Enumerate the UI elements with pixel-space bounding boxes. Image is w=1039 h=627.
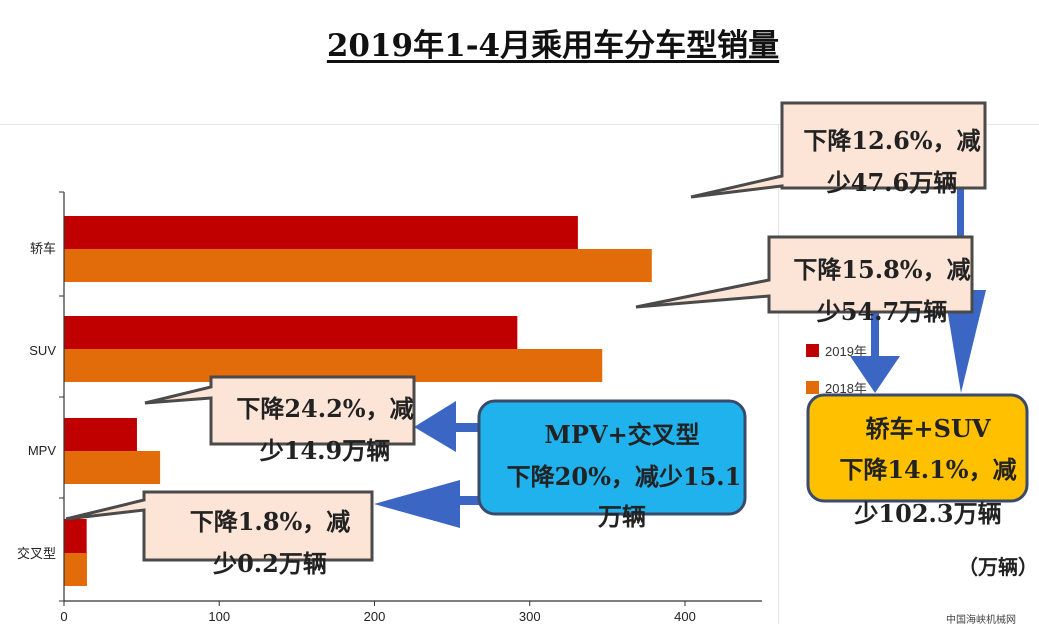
- legend-swatch: [806, 381, 819, 394]
- callout-text: 下降15.8%，减: [793, 255, 970, 284]
- sedan-suv-summary-box: [806, 393, 1029, 503]
- callout-mpv: [144, 375, 416, 446]
- bar: [64, 418, 137, 452]
- y-tick-label: 交叉型: [17, 546, 56, 561]
- legend-swatch: [806, 344, 819, 357]
- y-tick-label: SUV: [29, 343, 56, 358]
- arrow-shaft: [957, 186, 964, 256]
- callout-sedan: [690, 101, 987, 199]
- bar: [64, 216, 578, 250]
- chart-title: 2019年1-4月乘用车分车型销量: [326, 28, 780, 64]
- summary-text: 少102.3万辆: [853, 499, 1001, 528]
- arrow-head: [414, 401, 456, 452]
- callout-text: 少47.6万辆: [826, 168, 957, 197]
- callout-text: 下降1.8%，减: [190, 507, 351, 536]
- summary-text: MPV+交叉型: [544, 420, 699, 449]
- summary-text: 下降20%，减少15.1: [507, 462, 742, 491]
- arrow-shaft: [455, 496, 485, 505]
- bar: [64, 553, 87, 586]
- bar: [64, 249, 652, 282]
- y-tick-label: 轿车: [30, 241, 56, 256]
- summary-text: 轿车+SUV: [866, 414, 991, 443]
- x-tick-label: 400: [674, 609, 696, 624]
- legend-label: 2018年: [825, 381, 867, 396]
- summary-text: 万辆: [598, 502, 646, 531]
- x-tick-label: 300: [519, 609, 541, 624]
- watermark: 中国海峡机械网: [946, 615, 1016, 626]
- summary-text: 下降14.1%，减: [839, 455, 1016, 484]
- arrow-shaft: [450, 423, 484, 432]
- y-tick-label: MPV: [28, 443, 57, 458]
- callout-cross: [65, 490, 374, 562]
- plot-right-border: [778, 124, 779, 624]
- x-tick-label: 100: [208, 609, 230, 624]
- unit-label: （万辆）: [958, 555, 1038, 579]
- legend-label: 2019年: [825, 344, 867, 359]
- arrow-head: [850, 356, 900, 393]
- bar: [64, 451, 161, 484]
- callout-text: 下降24.2%，减: [236, 394, 413, 423]
- callout-text: 少54.7万辆: [816, 297, 947, 326]
- plot-top-border: [0, 124, 1039, 125]
- arrow-head: [374, 480, 460, 528]
- x-tick-label: 200: [364, 609, 386, 624]
- bar: [64, 519, 87, 553]
- arrow-head: [944, 290, 986, 393]
- callout-text: 少14.9万辆: [259, 436, 390, 465]
- callout-suv: [635, 235, 974, 314]
- arrow-shaft: [871, 298, 879, 356]
- bar: [64, 316, 518, 350]
- callout-text: 少0.2万辆: [212, 549, 327, 578]
- callout-text: 下降12.6%，减: [803, 126, 980, 155]
- x-tick-label: 0: [60, 609, 67, 624]
- mpv-cross-summary-box: [477, 399, 747, 516]
